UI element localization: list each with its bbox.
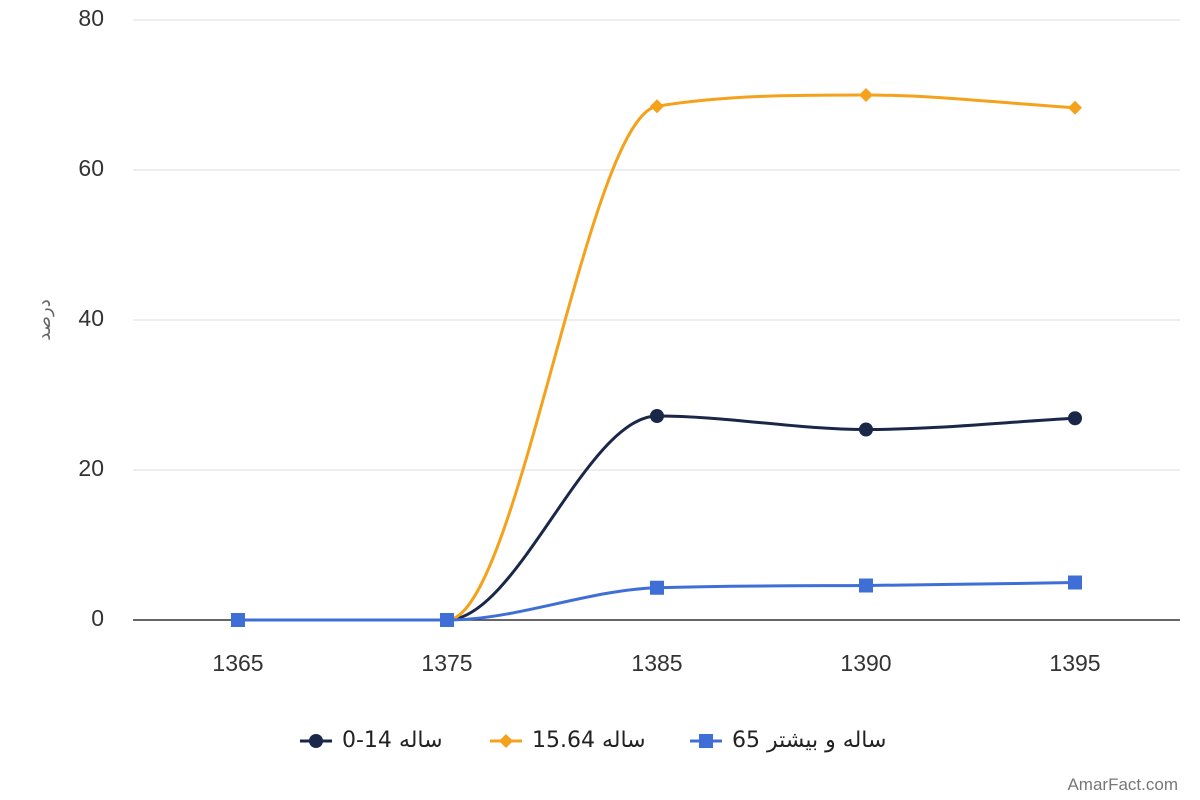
legend-marker (499, 734, 513, 748)
data-point (859, 422, 873, 437)
y-tick-label: 20 (78, 455, 104, 481)
data-point (231, 613, 245, 627)
x-axis-tick-labels: 1365 1375 1385 1390 1395 (212, 650, 1100, 676)
series-group (231, 88, 1082, 627)
y-tick-label: 40 (78, 305, 104, 331)
x-tick-label: 1390 (840, 650, 891, 676)
legend-label: 0-14 ساله (342, 728, 443, 753)
data-point (859, 88, 873, 102)
data-point (650, 99, 664, 114)
legend-item-0[interactable]: 0-14 ساله (300, 728, 443, 753)
legend[interactable]: 0-14 ساله 15.64 ساله 65 ساله و بیشتر (300, 728, 886, 753)
y-tick-label: 60 (78, 155, 104, 181)
x-tick-label: 1385 (631, 650, 682, 676)
y-tick-label: 0 (91, 605, 104, 631)
data-point (440, 613, 454, 627)
series-2 (231, 575, 1082, 627)
legend-label: 65 ساله و بیشتر (732, 728, 886, 753)
legend-marker (309, 734, 323, 748)
legend-label: 15.64 ساله (532, 728, 646, 753)
data-point (859, 578, 873, 593)
x-tick-label: 1365 (212, 650, 263, 676)
data-point (1068, 411, 1082, 426)
y-axis-label: درصد (34, 299, 55, 340)
x-tick-label: 1395 (1049, 650, 1100, 676)
y-tick-label: 80 (78, 5, 104, 31)
watermark: AmarFact.com (1067, 775, 1178, 794)
data-point (650, 409, 664, 423)
data-point (1068, 575, 1082, 590)
data-point (1068, 100, 1082, 115)
x-tick-label: 1375 (421, 650, 472, 676)
legend-marker (699, 734, 713, 748)
legend-item-2[interactable]: 65 ساله و بیشتر (690, 728, 886, 753)
legend-item-1[interactable]: 15.64 ساله (490, 728, 646, 753)
data-point (650, 580, 664, 595)
series-line (238, 93, 1076, 622)
y-axis-tick-labels: 0 20 40 60 80 (78, 5, 104, 631)
series-1 (231, 88, 1082, 627)
grid-lines (133, 19, 1180, 621)
